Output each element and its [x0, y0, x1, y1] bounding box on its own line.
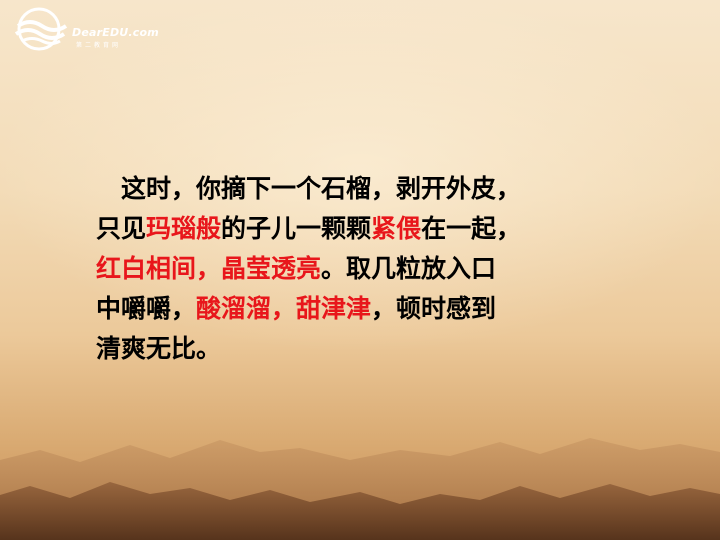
text-segment: 清爽无比。 — [96, 334, 222, 363]
mountain-silhouette — [0, 438, 720, 540]
text-line: 中嚼嚼，酸溜溜，甜津津，顿时感到 — [96, 289, 656, 329]
fish-wave-logo-icon — [14, 7, 68, 51]
highlighted-phrase: 酸溜溜，甜津津 — [196, 294, 372, 323]
text-segment: 只见 — [96, 214, 147, 243]
text-line: 红白相间，晶莹透亮。取几粒放入口 — [96, 249, 656, 289]
text-segment: 在一起， — [421, 214, 522, 243]
text-segment: 这时，你摘下一个石榴，剥开外皮， — [96, 174, 522, 203]
text-segment: 。取几粒放入口 — [321, 254, 497, 283]
text-segment: ，顿时感到 — [371, 294, 497, 323]
highlighted-phrase: 紧偎 — [371, 214, 422, 243]
body-paragraph: 这时，你摘下一个石榴，剥开外皮， 只见玛瑙般的子儿一颗颗紧偎在一起， 红白相间，晶莹… — [96, 169, 656, 369]
highlighted-phrase: 玛瑙般 — [146, 214, 222, 243]
text-line: 这时，你摘下一个石榴，剥开外皮， — [96, 169, 656, 209]
logo-subtext: 第二教育网 — [76, 42, 122, 49]
site-logo: DearEDU.com 第二教育网 — [12, 6, 162, 52]
highlighted-phrase: 红白相间，晶莹透亮 — [96, 254, 322, 283]
text-segment: 中嚼嚼， — [96, 294, 197, 323]
text-line: 只见玛瑙般的子儿一颗颗紧偎在一起， — [96, 209, 656, 249]
text-line: 清爽无比。 — [96, 329, 656, 369]
logo-text: DearEDU.com — [72, 26, 159, 39]
text-segment: 的子儿一颗颗 — [221, 214, 372, 243]
